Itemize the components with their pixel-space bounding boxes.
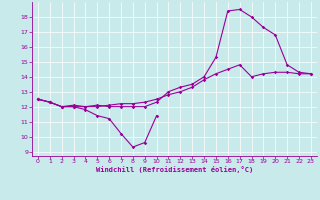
X-axis label: Windchill (Refroidissement éolien,°C): Windchill (Refroidissement éolien,°C) [96,166,253,173]
